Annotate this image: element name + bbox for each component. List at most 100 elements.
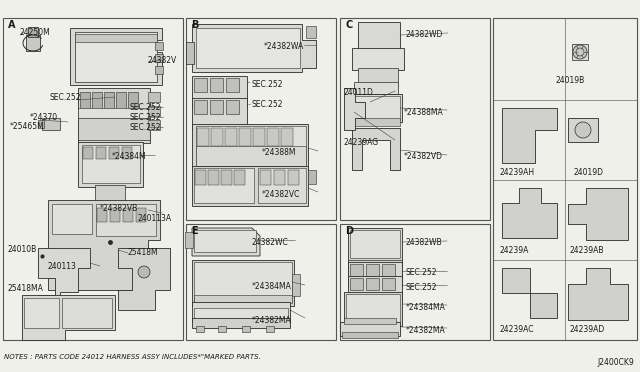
Bar <box>196 126 306 166</box>
Bar <box>346 294 400 322</box>
Bar <box>185 232 193 248</box>
Bar <box>352 94 402 122</box>
Bar <box>26 35 40 51</box>
Bar <box>366 278 379 290</box>
Bar <box>226 100 239 114</box>
Circle shape <box>138 266 150 278</box>
Bar <box>288 170 299 185</box>
Polygon shape <box>344 88 365 130</box>
Bar <box>148 106 160 116</box>
Bar <box>239 128 251 146</box>
Bar <box>274 170 285 185</box>
Bar <box>52 204 92 234</box>
Bar <box>3 18 183 340</box>
Bar <box>42 118 60 130</box>
Text: *25465M: *25465M <box>10 122 45 131</box>
Bar <box>148 120 160 130</box>
Bar <box>354 96 400 120</box>
Bar <box>210 100 223 114</box>
Bar <box>292 274 300 296</box>
Bar <box>24 298 59 328</box>
Polygon shape <box>502 188 557 238</box>
Polygon shape <box>568 268 628 320</box>
Bar <box>226 78 239 92</box>
Bar <box>572 44 588 60</box>
Bar <box>194 78 207 92</box>
Text: 24250M: 24250M <box>20 28 51 37</box>
Bar <box>136 208 146 222</box>
Bar <box>194 308 288 320</box>
Bar <box>382 278 395 290</box>
Bar <box>195 170 206 185</box>
Bar <box>38 120 44 128</box>
Text: SEC.252: SEC.252 <box>130 103 161 112</box>
Text: 240113: 240113 <box>48 262 77 271</box>
Bar <box>350 278 363 290</box>
Bar <box>352 48 404 70</box>
Bar <box>234 170 245 185</box>
Text: C: C <box>345 20 352 30</box>
Bar <box>75 32 157 82</box>
Text: B: B <box>191 20 198 30</box>
Text: J2400CK9: J2400CK9 <box>597 358 634 367</box>
Text: 240113A: 240113A <box>138 214 172 223</box>
Bar <box>344 318 396 324</box>
Bar <box>155 66 163 74</box>
Text: *24388MA: *24388MA <box>404 108 444 117</box>
Bar <box>211 128 223 146</box>
Bar <box>110 208 120 222</box>
Bar <box>192 260 294 306</box>
Text: 24239AC: 24239AC <box>500 325 534 334</box>
Bar <box>354 82 398 94</box>
Bar <box>92 92 102 112</box>
Text: D: D <box>345 226 353 236</box>
Text: SEC.252: SEC.252 <box>130 113 161 122</box>
Bar <box>192 302 290 322</box>
Bar <box>123 208 133 222</box>
Bar <box>83 147 93 159</box>
Text: 24239AH: 24239AH <box>500 168 535 177</box>
Polygon shape <box>192 228 260 256</box>
Polygon shape <box>38 248 90 310</box>
Bar <box>348 276 402 300</box>
Bar <box>62 298 112 328</box>
Text: *24382VC: *24382VC <box>262 190 300 199</box>
Bar <box>192 166 308 206</box>
Bar <box>155 54 163 62</box>
Bar <box>208 170 219 185</box>
Polygon shape <box>502 108 557 163</box>
Polygon shape <box>70 28 162 85</box>
Bar <box>306 26 316 38</box>
Text: NOTES : PARTS CODE 24012 HARNESS ASSY INCLUDES*"MARKED PARTS.: NOTES : PARTS CODE 24012 HARNESS ASSY IN… <box>4 354 261 360</box>
Bar <box>78 108 150 120</box>
Bar <box>78 118 150 140</box>
Text: 25418M: 25418M <box>128 248 159 257</box>
Bar <box>194 295 292 303</box>
Text: 24239AG: 24239AG <box>344 138 379 147</box>
Bar <box>109 147 119 159</box>
Bar <box>116 92 126 112</box>
Bar <box>221 170 232 185</box>
Text: SEC.252: SEC.252 <box>50 93 81 102</box>
Bar <box>194 230 256 252</box>
Bar <box>348 260 402 278</box>
Bar <box>78 88 150 143</box>
Bar <box>354 118 400 126</box>
Bar <box>192 98 247 130</box>
Bar <box>96 147 106 159</box>
Bar <box>218 326 226 332</box>
Circle shape <box>573 45 587 59</box>
Text: *24382VD: *24382VD <box>404 152 443 161</box>
Text: SEC.252: SEC.252 <box>406 283 438 292</box>
Bar <box>358 22 400 50</box>
Bar <box>186 224 336 340</box>
Text: 24019D: 24019D <box>573 168 603 177</box>
Polygon shape <box>352 128 400 170</box>
Text: *24384MA: *24384MA <box>406 303 446 312</box>
Text: 24239AD: 24239AD <box>569 325 604 334</box>
Polygon shape <box>118 248 170 310</box>
Bar <box>344 292 402 326</box>
Bar <box>340 322 400 336</box>
Text: *24388M: *24388M <box>262 148 296 157</box>
Text: *24384M: *24384M <box>112 152 147 161</box>
